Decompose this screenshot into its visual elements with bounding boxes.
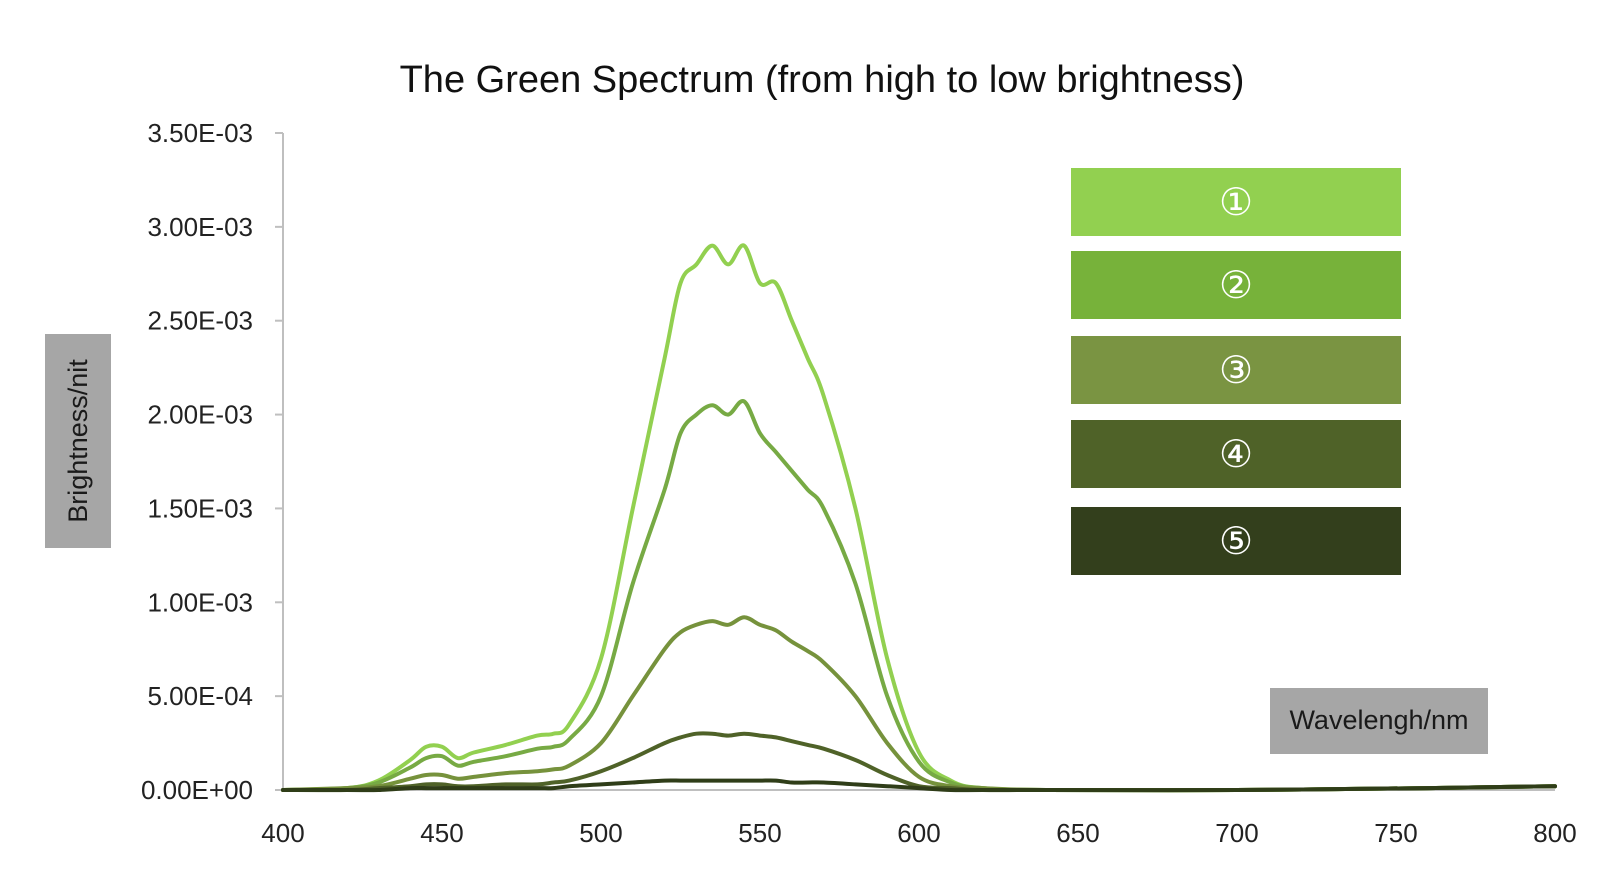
x-axis-label: Wavelengh/nm <box>1289 705 1468 735</box>
x-tick-label: 600 <box>897 818 940 848</box>
chart-title: The Green Spectrum (from high to low bri… <box>400 59 1245 101</box>
legend-swatch <box>1071 168 1401 236</box>
legend-label: ④ <box>1219 432 1253 476</box>
x-tick-label: 700 <box>1215 818 1258 848</box>
y-tick-label: 1.00E-03 <box>147 587 253 617</box>
legend-label: ① <box>1219 180 1253 224</box>
y-axis-ticks: 0.00E+00 5.00E-04 1.00E-03 1.50E-03 2.00E-03… <box>141 118 283 805</box>
y-tick-label: 5.00E-04 <box>147 681 253 711</box>
legend: ① ② ③ ④ ⑤ <box>1071 168 1401 575</box>
x-tick-label: 550 <box>738 818 781 848</box>
y-tick-label: 3.00E-03 <box>147 212 253 242</box>
legend-label: ② <box>1219 263 1253 307</box>
y-tick-label: 2.50E-03 <box>147 306 253 336</box>
y-tick-label: 2.00E-03 <box>147 400 253 430</box>
x-tick-label: 400 <box>261 818 304 848</box>
x-axis-label-box: Wavelengh/nm <box>1270 688 1488 754</box>
x-tick-label: 750 <box>1374 818 1417 848</box>
y-tick-label: 1.50E-03 <box>147 493 253 523</box>
legend-item-5: ⑤ <box>1071 507 1401 575</box>
x-axis-ticks: 400 450 500 550 600 650 700 750 800 <box>261 818 1576 848</box>
legend-swatch <box>1071 420 1401 488</box>
legend-swatch <box>1071 336 1401 404</box>
y-axis-label: Brightness/nit <box>63 359 93 523</box>
legend-label: ③ <box>1219 348 1253 392</box>
x-tick-label: 450 <box>420 818 463 848</box>
legend-item-1: ① <box>1071 168 1401 236</box>
y-axis-label-box: Brightness/nit <box>45 334 111 548</box>
legend-swatch <box>1071 507 1401 575</box>
y-tick-label: 3.50E-03 <box>147 118 253 148</box>
x-tick-label: 500 <box>579 818 622 848</box>
legend-swatch <box>1071 251 1401 319</box>
series-lines <box>281 243 1557 793</box>
legend-item-2: ② <box>1071 251 1401 319</box>
y-tick-label: 0.00E+00 <box>141 775 253 805</box>
legend-item-4: ④ <box>1071 420 1401 488</box>
x-tick-label: 650 <box>1056 818 1099 848</box>
x-tick-label: 800 <box>1533 818 1576 848</box>
legend-item-3: ③ <box>1071 336 1401 404</box>
series-line-5 <box>281 778 1557 793</box>
legend-label: ⑤ <box>1219 519 1253 563</box>
